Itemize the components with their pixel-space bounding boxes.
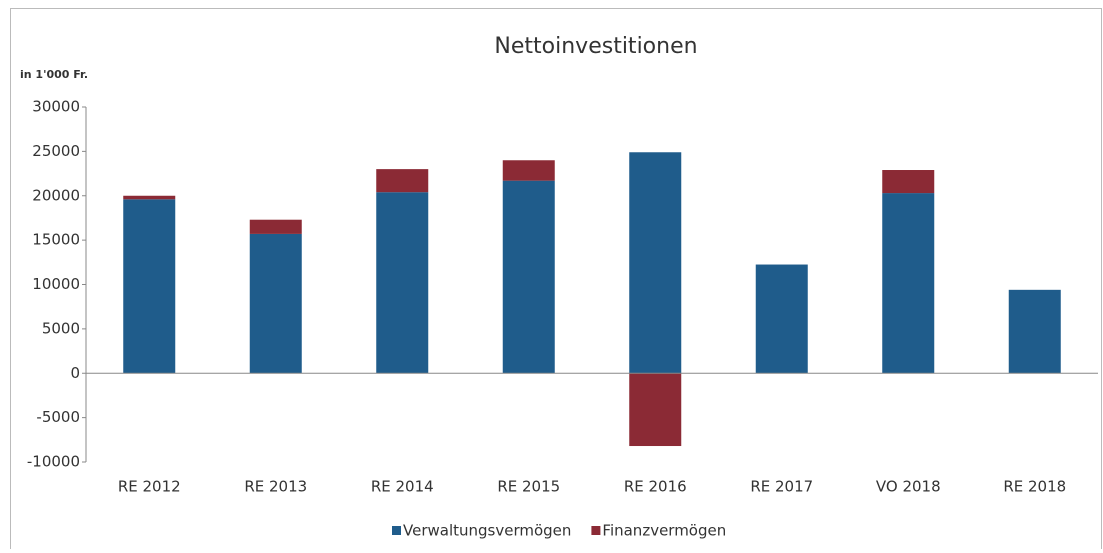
x-tick-label: RE 2013 [244,478,307,496]
legend-swatch [392,526,401,535]
chart-title: Nettoinvestitionen [494,34,697,59]
x-tick-label: RE 2012 [118,478,181,496]
bar [376,192,429,374]
y-tick-label: -5000 [36,408,80,426]
legend-label: Verwaltungsvermögen [403,522,571,540]
y-tick-label: 20000 [32,186,80,204]
y-tick-label: 10000 [32,275,80,293]
bar [376,169,429,193]
y-tick-label: 30000 [32,98,80,116]
x-tick-label: VO 2018 [876,478,941,496]
x-tick-label: RE 2016 [624,478,687,496]
bar [123,199,176,374]
y-tick-label: 25000 [32,142,80,160]
x-tick-label: RE 2018 [1003,478,1066,496]
frame [10,8,1102,553]
bar [249,219,302,234]
bar [502,180,555,374]
x-tick-label: RE 2014 [371,478,434,496]
x-tick-label: RE 2017 [750,478,813,496]
bar [123,195,176,200]
bar [249,233,302,374]
legend-label: Finanzvermögen [602,522,726,540]
bar [882,170,935,194]
bar [1008,289,1061,374]
bar [629,373,682,447]
y-tick-label: 0 [70,364,80,382]
bar [502,160,555,181]
bar [882,193,935,374]
legend-swatch [591,526,601,535]
y-tick-label: 5000 [42,319,80,337]
x-tick-label: RE 2015 [497,478,560,496]
bar [629,152,682,374]
y-tick-label: 15000 [32,231,80,249]
unit-label: in 1'000 Fr. [20,68,88,81]
y-tick-label: -10000 [27,453,80,471]
bar [755,264,808,374]
